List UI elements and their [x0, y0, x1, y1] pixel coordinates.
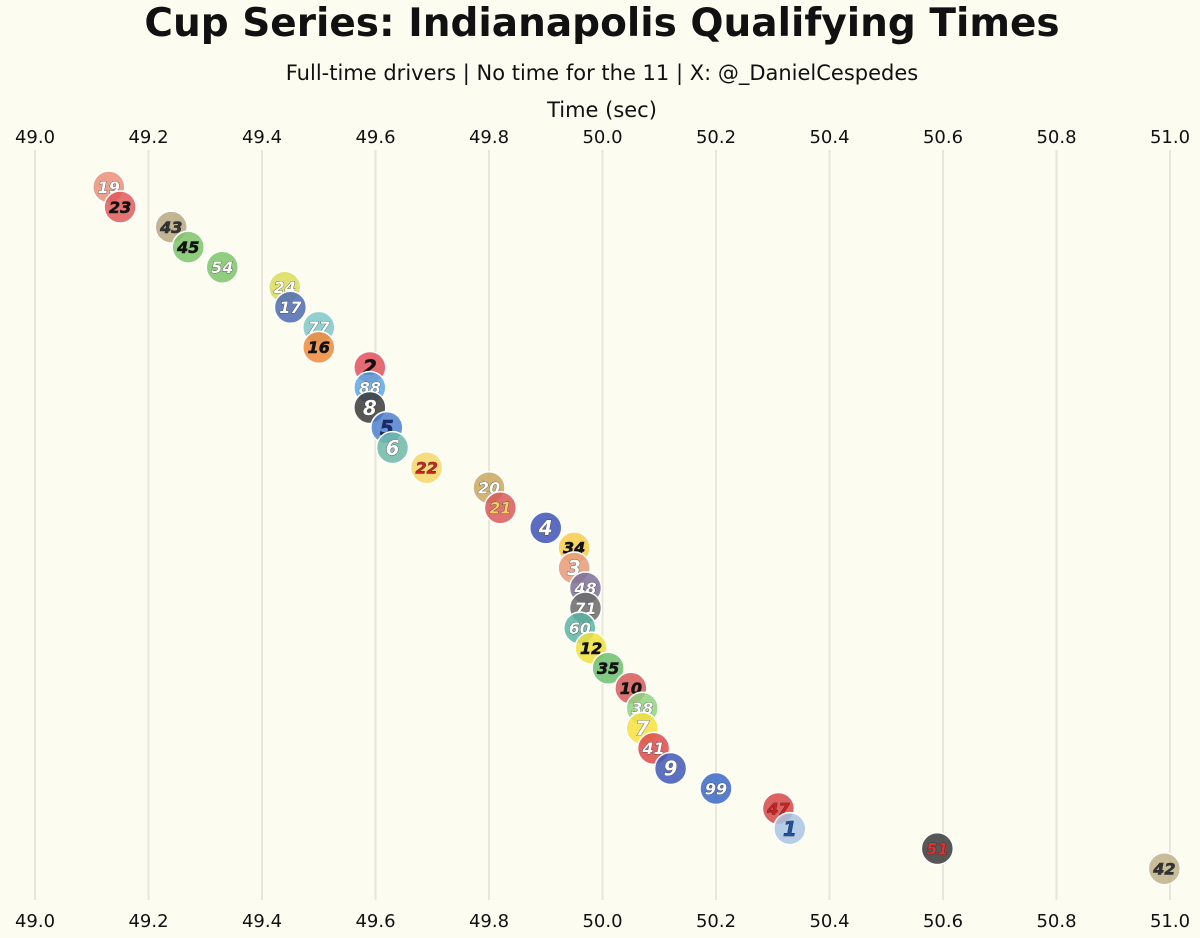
x-tick-label-bottom: 50.2	[696, 911, 736, 932]
car-number-label: 23	[109, 198, 131, 217]
x-tick-label-bottom: 51.0	[1150, 911, 1190, 932]
car-number-label: 45	[176, 238, 199, 257]
point-marker	[653, 751, 688, 786]
x-tick-label-top: 50.6	[923, 127, 963, 148]
point-marker	[375, 430, 410, 465]
x-tick-label-top: 49.8	[469, 127, 509, 148]
car-42-point: 42	[1147, 851, 1182, 886]
x-tick-label-bottom: 50.0	[582, 911, 622, 932]
point-marker	[103, 190, 137, 224]
car-number-label: 43	[159, 218, 182, 237]
point-marker	[699, 771, 733, 806]
car-number-label: 41	[641, 739, 664, 758]
car-number-label: 17	[279, 298, 302, 317]
car-9-point: 9	[653, 751, 688, 786]
car-number-label: 22	[415, 458, 437, 477]
car-number-label: 35	[597, 659, 619, 678]
car-number-label: 1	[783, 817, 797, 841]
car-35-point: 35	[591, 651, 625, 685]
car-number-label: 16	[308, 338, 330, 357]
car-number-label: 8	[363, 396, 377, 420]
point-marker	[773, 811, 807, 846]
x-tick-label-bottom: 49.4	[242, 911, 282, 932]
x-tick-label-bottom: 49.0	[15, 911, 55, 932]
point-marker	[171, 230, 205, 264]
chart-title: Cup Series: Indianapolis Qualifying Time…	[144, 1, 1059, 46]
point-marker	[483, 491, 518, 525]
x-tick-label-bottom: 50.4	[809, 911, 849, 932]
gridlines	[34, 150, 1171, 900]
x-tick-label-bottom: 49.2	[128, 911, 168, 932]
x-tick-label-top: 51.0	[1150, 127, 1190, 148]
car-number-label: 54	[211, 258, 233, 277]
x-axis-label: Time (sec)	[546, 98, 657, 122]
car-22-point: 22	[409, 450, 444, 485]
point-marker	[529, 511, 563, 545]
car-51-point: 51	[920, 831, 955, 866]
point-marker	[591, 651, 625, 685]
car-number-label: 9	[664, 757, 678, 781]
car-1-point: 1	[773, 811, 807, 846]
x-tick-label-top: 49.2	[128, 127, 168, 148]
x-axis-ticks-bottom: 49.0 49.2 49.4 49.6 49.8 50.0 50.2 50.4 50.6 50.8…	[15, 911, 1190, 932]
x-tick-label-top: 50.4	[809, 127, 849, 148]
chart-subtitle: Full-time drivers | No time for the 11 |…	[286, 61, 918, 86]
point-marker	[273, 290, 308, 325]
car-number-label: 99	[705, 779, 727, 798]
car-54-point: 54	[205, 250, 240, 284]
x-tick-label-bottom: 49.6	[355, 911, 395, 932]
car-4-point: 4	[529, 511, 563, 545]
x-tick-label-bottom: 49.8	[469, 911, 509, 932]
car-number-label: 4	[538, 516, 553, 540]
point-marker	[205, 250, 240, 284]
point-marker	[1147, 851, 1182, 886]
car-number-label: 12	[580, 639, 602, 658]
x-tick-label-bottom: 50.8	[1036, 911, 1076, 932]
point-marker	[920, 831, 955, 866]
car-number-label: 21	[489, 499, 511, 518]
car-21-point: 21	[483, 491, 518, 525]
x-tick-label-top: 50.0	[582, 127, 622, 148]
x-tick-label-top: 49.4	[242, 127, 282, 148]
x-tick-label-top: 50.8	[1036, 127, 1076, 148]
x-tick-label-top: 49.0	[15, 127, 55, 148]
x-tick-label-top: 49.6	[355, 127, 395, 148]
x-tick-label-top: 50.2	[696, 127, 736, 148]
point-marker	[302, 330, 336, 365]
car-45-point: 45	[171, 230, 205, 264]
data-points: 1923434554241777162888562220214343487160…	[92, 170, 1182, 886]
car-number-label: 6	[386, 436, 400, 460]
car-99-point: 99	[699, 771, 733, 806]
car-16-point: 16	[302, 330, 336, 365]
car-number-label: 51	[926, 839, 948, 858]
car-6-point: 6	[375, 430, 410, 465]
point-marker	[409, 450, 444, 485]
car-17-point: 17	[273, 290, 308, 325]
x-axis-ticks-top: 49.0 49.2 49.4 49.6 49.8 50.0 50.2 50.4 50.6 50.8…	[15, 127, 1190, 148]
x-tick-label-bottom: 50.6	[923, 911, 963, 932]
car-number-label: 42	[1152, 859, 1175, 878]
car-23-point: 23	[103, 190, 137, 224]
